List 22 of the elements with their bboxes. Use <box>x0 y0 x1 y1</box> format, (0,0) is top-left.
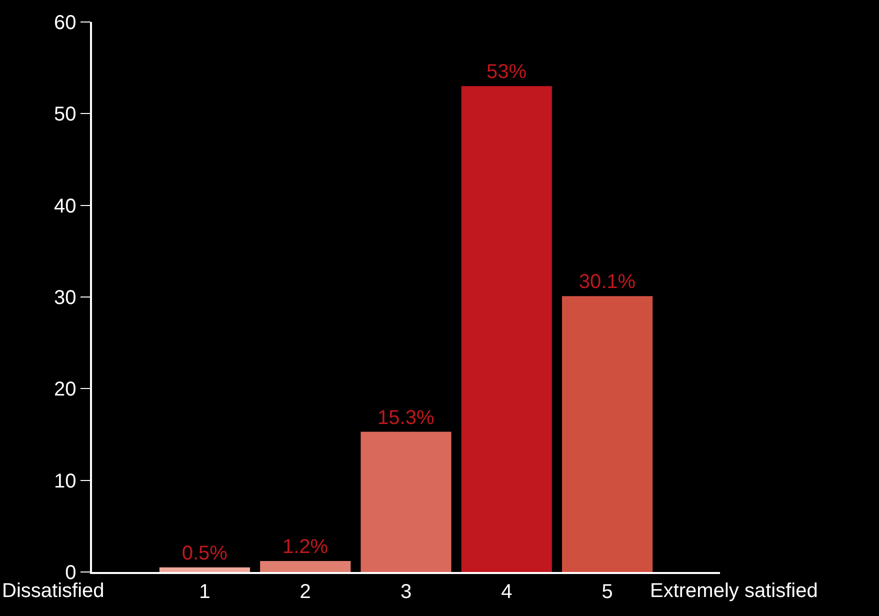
x-tick-label: 2 <box>300 580 311 603</box>
data-label: 30.1% <box>578 271 636 294</box>
text: Extremely satisfied <box>650 580 818 602</box>
data-label: 1.2% <box>282 536 328 558</box>
y-tick-label: 50 <box>54 104 76 126</box>
y-tick-label: 10 <box>54 470 76 492</box>
bar <box>260 561 351 572</box>
bar <box>562 296 653 572</box>
x-tick-label: 5 <box>602 580 613 603</box>
x-tick-label: 4 <box>501 580 512 603</box>
y-tick-label: 60 <box>54 12 76 34</box>
y-tick-label: 40 <box>54 195 76 218</box>
x-tick-label: 3 <box>400 580 412 603</box>
bar <box>159 567 250 572</box>
x-tick-label: 1 <box>199 580 210 603</box>
y-tick-label: 20 <box>54 378 76 401</box>
data-label: 53% <box>486 61 527 84</box>
data-label: 0.5% <box>182 542 228 564</box>
bar <box>360 432 452 572</box>
y-tick-label: 30 <box>54 287 76 309</box>
data-label: 15.3% <box>378 406 434 429</box>
bar <box>461 86 552 572</box>
